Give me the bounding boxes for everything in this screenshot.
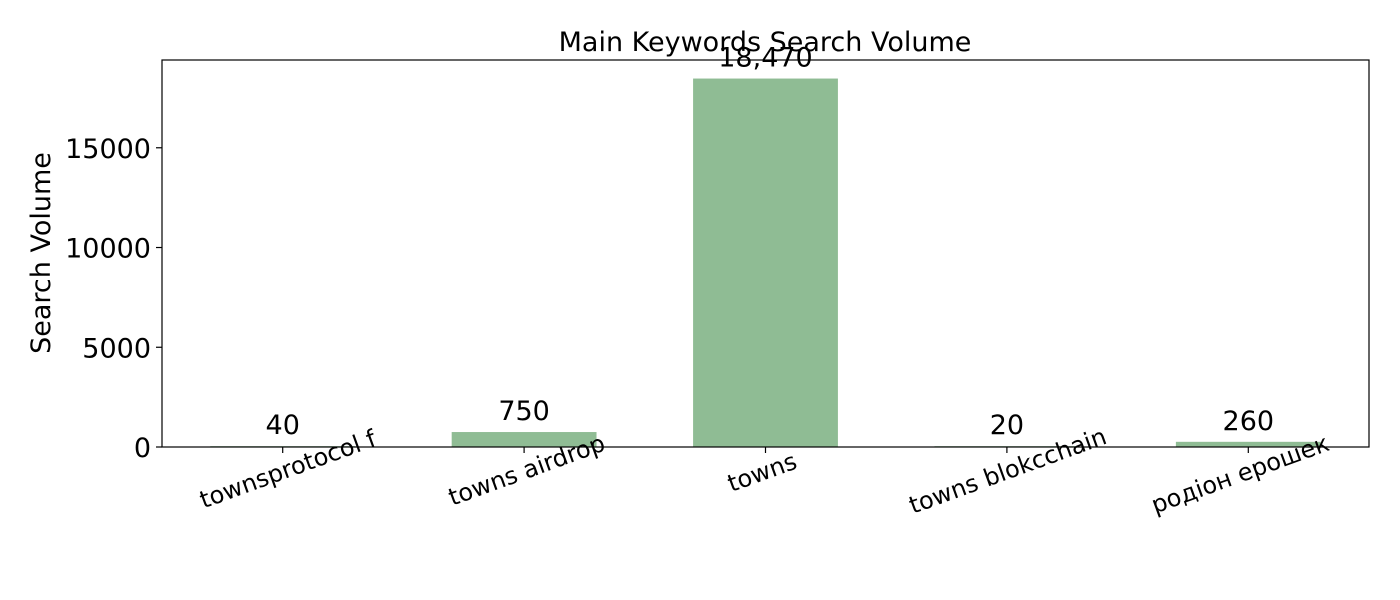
data-label: 20 [990,410,1024,441]
y-tick-label: 5000 [82,333,151,364]
data-label: 40 [266,410,300,441]
y-tick-label: 0 [134,433,151,464]
bar [1175,441,1321,447]
y-axis-label: Search Volume [26,152,57,354]
data-label: 260 [1223,406,1275,437]
chart-title: Main Keywords Search Volume [559,27,972,58]
bars-layer [210,78,1321,447]
y-tick-label: 15000 [65,134,151,165]
x-tick-label: towns [724,447,801,498]
bar [451,432,597,447]
y-tick-label: 10000 [65,234,151,265]
data-labels-layer: 40 750 18,470 20 260 [266,43,1275,442]
y-axis-ticks: 0 5000 10000 15000 [65,134,162,464]
data-label: 18,470 [718,43,812,74]
bar [693,78,838,447]
data-label: 750 [498,396,550,427]
